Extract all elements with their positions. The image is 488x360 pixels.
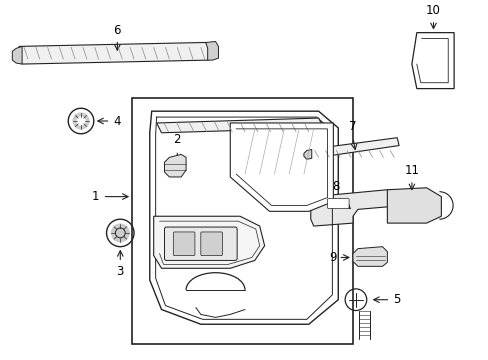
Circle shape <box>77 117 85 125</box>
Circle shape <box>73 113 89 129</box>
FancyBboxPatch shape <box>327 199 348 208</box>
Polygon shape <box>12 46 22 64</box>
Text: 4: 4 <box>113 114 121 127</box>
Polygon shape <box>352 247 386 266</box>
Polygon shape <box>156 118 323 133</box>
Text: 10: 10 <box>425 4 440 17</box>
Polygon shape <box>411 33 453 89</box>
Polygon shape <box>205 41 218 60</box>
Text: 3: 3 <box>116 265 124 278</box>
Text: 9: 9 <box>328 251 336 264</box>
Text: 1: 1 <box>91 190 99 203</box>
Polygon shape <box>386 188 441 223</box>
Polygon shape <box>16 42 212 64</box>
FancyBboxPatch shape <box>173 232 195 256</box>
Polygon shape <box>303 149 311 159</box>
Polygon shape <box>164 154 186 177</box>
Text: 11: 11 <box>404 164 419 177</box>
FancyBboxPatch shape <box>164 227 237 260</box>
Text: 5: 5 <box>392 293 400 306</box>
Text: 7: 7 <box>348 120 356 133</box>
Polygon shape <box>230 123 333 211</box>
Text: 6: 6 <box>113 23 121 37</box>
Polygon shape <box>308 138 398 158</box>
Bar <box>132 98 352 344</box>
Text: 8: 8 <box>332 180 339 193</box>
Polygon shape <box>149 111 338 324</box>
Polygon shape <box>153 216 264 268</box>
Polygon shape <box>310 190 391 226</box>
Circle shape <box>111 224 129 242</box>
Text: 2: 2 <box>173 132 181 145</box>
FancyBboxPatch shape <box>201 232 222 256</box>
